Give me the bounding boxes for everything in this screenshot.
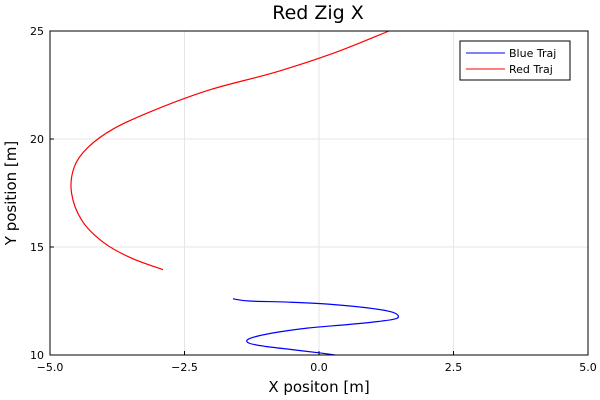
y-tick-label: 15 — [30, 241, 44, 254]
legend-label-blue-traj: Blue Traj — [509, 47, 556, 60]
x-tick-label: 0.0 — [310, 361, 328, 374]
legend-label-red-traj: Red Traj — [509, 63, 553, 76]
y-tick-label: 25 — [30, 25, 44, 38]
x-tick-label: −5.0 — [37, 361, 64, 374]
chart-title: Red Zig X — [272, 2, 364, 24]
y-tick-label: 20 — [30, 133, 44, 146]
series-layer — [70, 30, 399, 356]
x-tick-label: −2.5 — [171, 361, 198, 374]
tick-labels: −5.0 −2.5 0.0 2.5 5.0 10 15 20 25 — [30, 25, 597, 374]
x-axis-label: X positon [m] — [268, 378, 369, 396]
legend-box — [459, 40, 571, 81]
series-line-red-traj — [70, 30, 390, 271]
y-tick-label: 10 — [30, 349, 44, 362]
x-tick-label: 5.0 — [579, 361, 597, 374]
series-line-blue-traj — [232, 298, 399, 356]
legend: Blue Traj Red Traj — [459, 40, 571, 81]
x-tick-label: 2.5 — [445, 361, 463, 374]
y-axis-label: Y position [m] — [2, 141, 20, 246]
